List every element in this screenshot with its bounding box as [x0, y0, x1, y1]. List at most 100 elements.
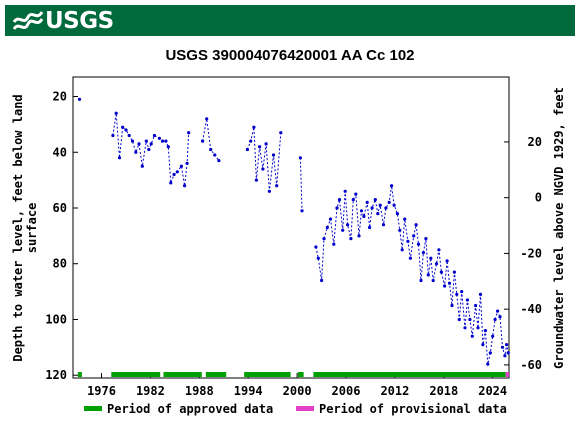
y-left-tick-label: 100	[45, 312, 67, 326]
data-point	[470, 334, 474, 338]
x-tick-label: 1988	[185, 384, 214, 398]
data-point	[217, 159, 221, 163]
data-point	[419, 278, 423, 283]
data-point	[258, 145, 262, 149]
approved-period-bar	[77, 372, 82, 377]
data-point	[157, 136, 161, 140]
data-point	[426, 273, 430, 277]
data-point	[354, 192, 358, 196]
y-axis-left: 20 40 60 80 100 120	[45, 90, 78, 382]
series-line	[202, 118, 220, 161]
data-point	[421, 251, 425, 255]
data-point	[335, 206, 339, 210]
data-point	[179, 164, 183, 168]
data-point	[337, 198, 342, 202]
data-point	[392, 203, 396, 207]
x-axis: 1976 1982 1988 1994 2000 2006 2012 2018 2024	[87, 373, 507, 398]
data-point	[152, 133, 157, 138]
approved-period-bar	[111, 372, 161, 377]
data-point	[457, 317, 461, 322]
data-point	[445, 259, 449, 263]
data-point	[403, 217, 407, 221]
data-point	[346, 223, 350, 227]
legend-swatch	[296, 406, 314, 411]
data-point	[249, 139, 253, 143]
data-point	[161, 139, 165, 143]
series-line	[246, 127, 282, 192]
data-point	[387, 200, 391, 204]
data-point	[496, 309, 500, 313]
y-right-tick-label: -60	[520, 358, 542, 372]
provisional-period-bar	[505, 372, 509, 377]
data-point	[460, 290, 464, 294]
data-point	[395, 212, 399, 216]
data-point	[491, 334, 495, 338]
data-point	[424, 237, 428, 241]
data-point	[209, 147, 213, 152]
approved-period-bar	[205, 372, 227, 377]
data-point	[370, 206, 374, 210]
y-left-tick-label: 80	[53, 257, 67, 271]
data-point	[316, 256, 320, 260]
y-left-tick-label: 20	[53, 90, 67, 104]
data-point	[447, 281, 452, 285]
data-point	[376, 212, 380, 216]
data-point	[357, 234, 361, 238]
data-point	[127, 133, 131, 138]
y-left-tick-label: 60	[53, 201, 67, 215]
approval-bars	[77, 372, 509, 377]
data-point	[183, 184, 187, 188]
data-point	[298, 156, 302, 160]
data-point	[437, 248, 441, 252]
data-point	[252, 125, 256, 129]
data-point	[275, 184, 279, 188]
x-tick-label: 2006	[332, 384, 361, 398]
approved-period-bar	[297, 372, 304, 377]
data-point	[114, 111, 118, 115]
data-point	[130, 139, 135, 143]
data-point	[493, 317, 497, 322]
y-axis-left-label-line: surface	[25, 203, 39, 254]
data-point	[384, 206, 388, 210]
usgs-logo-text: USGS	[45, 7, 114, 34]
data-point	[341, 228, 345, 232]
data-point	[325, 225, 329, 230]
data-point	[137, 142, 141, 146]
data-point	[267, 189, 271, 193]
y-left-tick-label: 40	[53, 145, 67, 159]
usgs-logo[interactable]: USGS	[13, 7, 114, 34]
data-point	[381, 223, 386, 227]
data-point	[378, 203, 382, 207]
data-point	[245, 147, 249, 152]
approved-period-bar	[313, 372, 506, 377]
x-tick-label: 1994	[234, 384, 263, 398]
data-point	[400, 248, 404, 252]
data-point	[359, 209, 364, 213]
data-point	[140, 164, 144, 168]
data-point	[164, 139, 168, 143]
data-point	[205, 117, 209, 121]
data-point	[429, 256, 433, 260]
data-point	[373, 198, 377, 202]
legend-swatch	[84, 406, 102, 411]
y-right-tick-label: -40	[520, 302, 542, 316]
data-point	[483, 329, 487, 333]
data-point	[503, 354, 507, 358]
data-point	[322, 237, 326, 241]
data-point	[398, 228, 402, 232]
y-axis-left-label-line: Depth to water level, feet below land	[11, 94, 25, 361]
plot-frame	[72, 76, 510, 379]
data-point	[362, 214, 366, 218]
y-axis-left-label: Depth to water level, feet below landsur…	[11, 94, 39, 361]
data-point	[412, 234, 416, 238]
series-line	[315, 185, 509, 365]
data-point	[481, 343, 485, 347]
data-point	[506, 351, 510, 355]
data-point	[365, 200, 369, 204]
data-point	[169, 181, 173, 185]
data-series	[77, 97, 510, 366]
data-point	[474, 303, 478, 308]
data-point	[351, 198, 355, 202]
data-point	[77, 97, 82, 101]
data-point	[488, 351, 492, 355]
